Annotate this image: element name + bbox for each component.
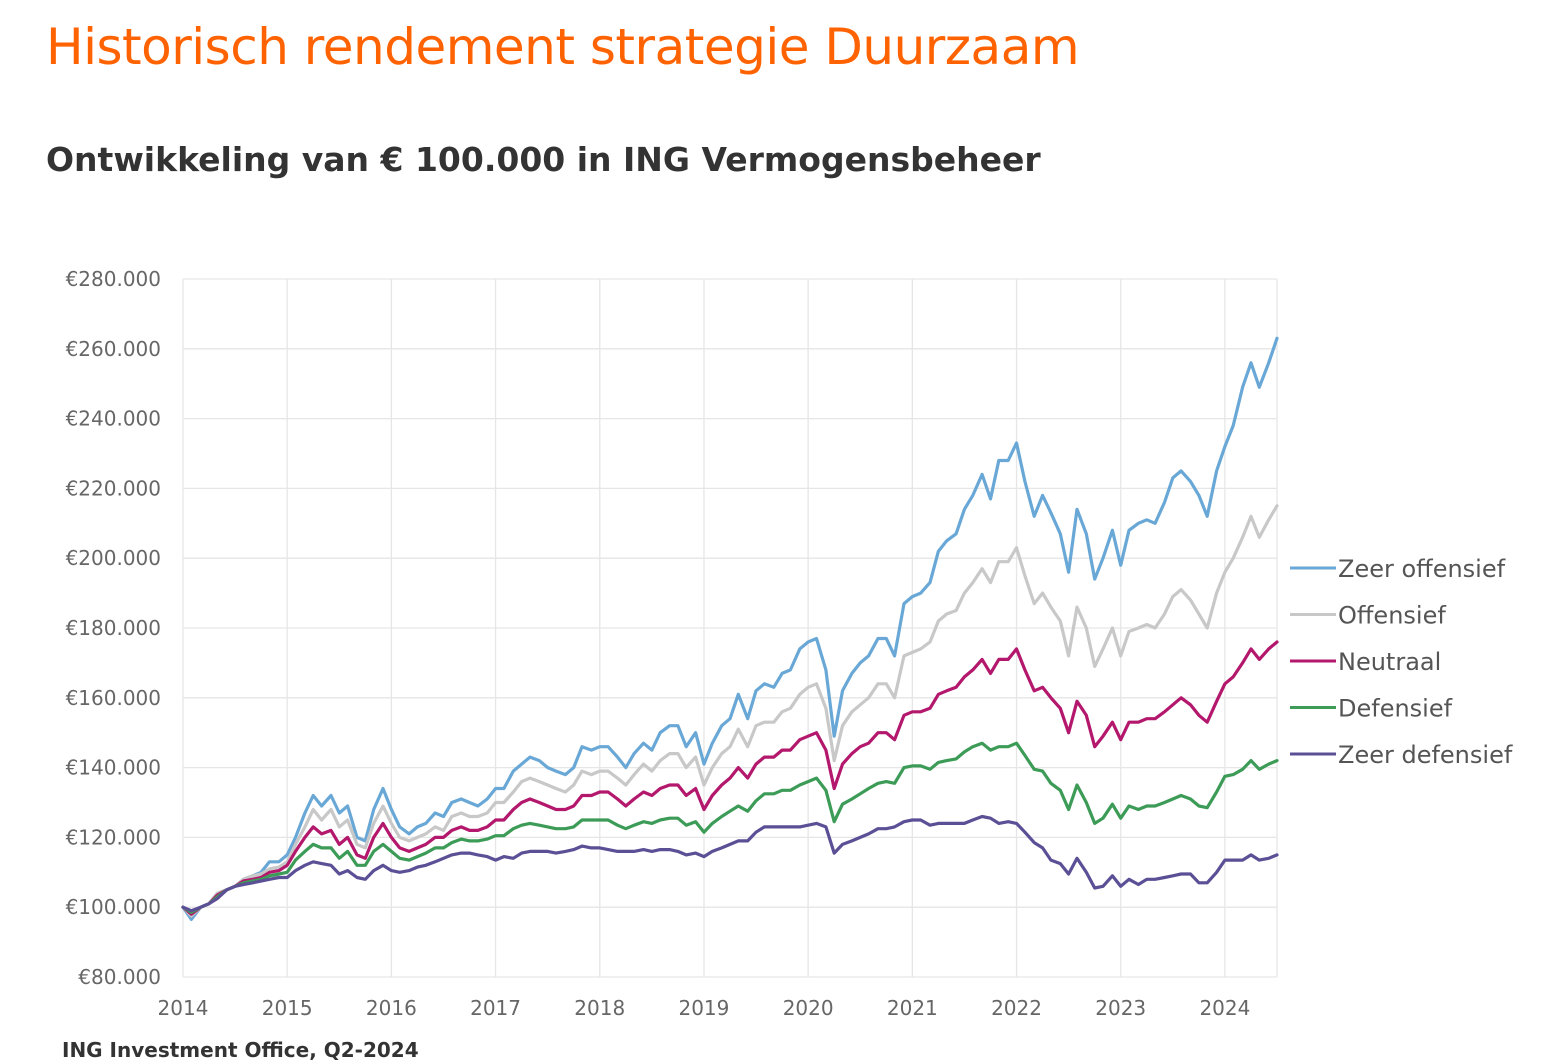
legend-label: Neutraal	[1338, 648, 1441, 676]
series-lines	[181, 336, 1279, 922]
x-tick-label: 2016	[366, 996, 417, 1020]
y-tick-label: €80.000	[78, 965, 161, 989]
x-tick-label: 2018	[574, 996, 625, 1020]
y-tick-label: €120.000	[66, 825, 161, 849]
chart-title: Historisch rendement strategie Duurzaam	[46, 18, 1080, 76]
y-tick-label: €200.000	[66, 546, 161, 570]
legend-label: Zeer offensief	[1338, 555, 1506, 583]
x-tick-label: 2024	[1199, 996, 1250, 1020]
chart-source: ING Investment Office, Q2-2024	[62, 1038, 419, 1062]
x-tick-label: 2014	[158, 996, 209, 1020]
y-tick-label: €180.000	[66, 616, 161, 640]
axes: €80.000 €100.000 €120.000 €140.000 €160.000 €…	[66, 267, 1251, 1020]
y-tick-label: €280.000	[66, 267, 161, 291]
y-tick-label: €140.000	[66, 756, 161, 780]
x-tick-label: 2019	[678, 996, 729, 1020]
legend-label: Defensief	[1338, 695, 1453, 723]
x-tick-label: 2021	[887, 996, 938, 1020]
y-tick-label: €260.000	[66, 337, 161, 361]
legend-label: Offensief	[1338, 602, 1446, 630]
series-line-defensief	[181, 741, 1279, 915]
x-tick-label: 2022	[991, 996, 1042, 1020]
chart-subtitle: Ontwikkeling van € 100.000 in ING Vermog…	[46, 140, 1041, 179]
grid	[182, 278, 1278, 978]
series-line-neutraal	[181, 640, 1279, 916]
y-tick-label: €240.000	[66, 407, 161, 431]
y-tick-label: €220.000	[66, 476, 161, 500]
x-tick-label: 2015	[262, 996, 313, 1020]
x-tick-label: 2020	[783, 996, 834, 1020]
legend-label: Zeer defensief	[1338, 741, 1513, 769]
y-tick-label: €100.000	[66, 895, 161, 919]
y-tick-label: €160.000	[66, 686, 161, 710]
x-tick-label: 2023	[1095, 996, 1146, 1020]
x-tick-label: 2017	[470, 996, 521, 1020]
legend: Zeer offensief Offensief Neutraal Defensief…	[1290, 555, 1513, 769]
series-line-offensief	[181, 504, 1279, 918]
series-line-zeer-defensief	[181, 814, 1279, 913]
series-line-zeer-offensief	[181, 336, 1279, 922]
